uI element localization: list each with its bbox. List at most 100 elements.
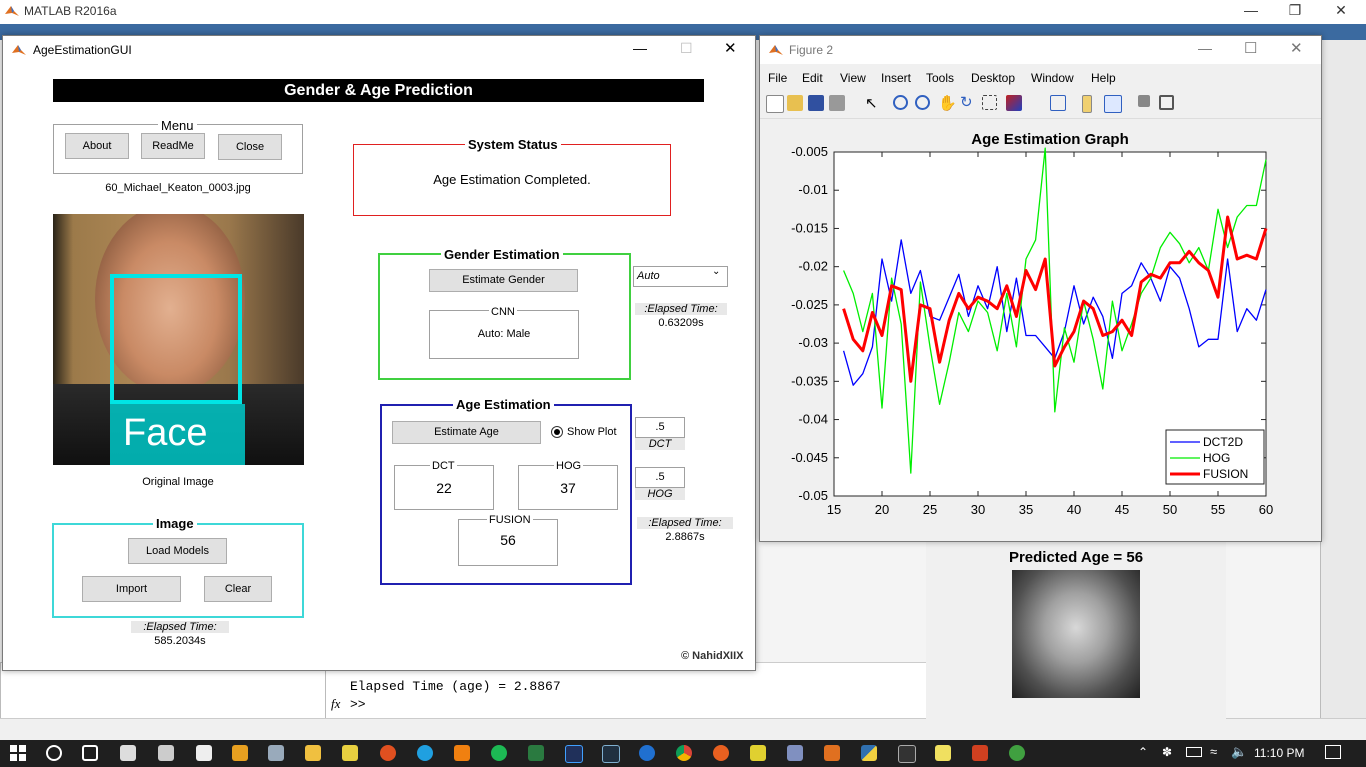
legend-icon[interactable] [1104,95,1122,113]
save-icon[interactable] [808,95,824,111]
menu-file[interactable]: File [768,71,788,85]
paint-icon[interactable] [268,745,284,761]
link-plot-icon[interactable] [1050,95,1066,111]
menu-insert[interactable]: Insert [881,71,912,85]
estimate-gender-button[interactable]: Estimate Gender [429,269,578,292]
media-player-icon[interactable] [232,745,248,761]
menu-desktop[interactable]: Desktop [971,71,1016,85]
zoom-out-icon[interactable] [915,95,930,110]
fx-icon[interactable]: fx [331,696,341,711]
menu-view[interactable]: View [840,71,866,85]
legend-label-hog: HOG [1203,451,1230,465]
firefox-icon[interactable] [713,745,729,761]
show-plot-radio[interactable] [551,426,563,438]
pan-icon[interactable]: ✋ [938,95,957,112]
hog-weight-input[interactable]: .5 [635,467,685,488]
pointer-icon[interactable]: ↖ [865,95,878,112]
fig-close-icon[interactable]: ✕ [1290,40,1303,57]
battery-icon[interactable] [1186,747,1202,757]
estimate-age-button[interactable]: Estimate Age [392,421,541,444]
command-window[interactable] [326,662,926,719]
powerpoint-icon[interactable] [972,745,988,761]
notifications-icon[interactable] [1325,745,1341,759]
gui-minimize-icon[interactable]: — [633,40,647,56]
fusion-label: FUSION [487,514,533,526]
windows-start-icon[interactable] [10,745,26,761]
file-explorer-icon[interactable] [305,745,321,761]
colorbar-icon[interactable] [1082,95,1092,113]
data-cursor-icon[interactable] [982,95,997,110]
network-icon[interactable]: ✽ [1162,745,1173,759]
chevron-down-icon[interactable]: ⌄ [712,266,721,277]
pycharm-icon[interactable] [898,745,916,763]
chart-title: Age Estimation Graph [971,131,1129,148]
fig-minimize-icon[interactable]: — [1198,40,1212,56]
about-button[interactable]: About [65,133,129,159]
calculator-icon[interactable] [158,745,174,761]
rotate-icon[interactable]: ↻ [960,94,973,111]
cnn-result-box [429,310,579,359]
chrome-icon[interactable] [676,745,692,761]
readme-button[interactable]: ReadMe [141,133,205,159]
y-tick-label: -0.01 [798,182,828,197]
menu-window[interactable]: Window [1031,71,1074,85]
workspace-panel [1320,40,1366,740]
open-file-icon[interactable] [787,95,803,111]
dct-result-box [394,465,494,510]
hide-plot-tools-icon[interactable] [1138,95,1150,107]
notes-icon[interactable] [342,745,358,761]
matlab-figure-icon [769,43,783,57]
taskbar-clock[interactable]: 11:10 PM [1254,746,1305,760]
vlc-icon[interactable] [454,745,470,761]
matlab-taskbar-icon[interactable] [824,745,840,761]
load-models-button[interactable]: Load Models [128,538,227,564]
python-icon[interactable] [861,745,877,761]
command-prompt[interactable]: >> [350,697,366,712]
spreadsheet-icon[interactable] [528,745,544,761]
lightroom-icon[interactable] [602,745,620,763]
show-plot-tools-icon[interactable] [1159,95,1174,110]
new-figure-icon[interactable] [766,95,784,113]
torch-icon[interactable] [750,745,766,761]
clear-button[interactable]: Clear [204,576,272,602]
sticky-notes-icon[interactable] [935,745,951,761]
y-tick-label: -0.015 [791,220,828,235]
fig-maximize-icon[interactable]: ☐ [1244,40,1258,57]
gender-estimation-label: Gender Estimation [441,247,563,262]
dct-weight-input[interactable]: .5 [635,417,685,438]
wifi-icon[interactable]: ≈ [1210,744,1218,759]
app-icon[interactable] [1009,745,1025,761]
banner-title: Gender & Age Prediction [53,79,704,102]
photoshop-icon[interactable] [565,745,583,763]
virtualbox-icon[interactable] [787,745,803,761]
y-tick-label: -0.02 [798,259,828,274]
task-view-icon[interactable] [82,745,98,761]
mail-icon[interactable] [196,745,212,761]
volume-icon[interactable]: 🔈 [1231,744,1248,759]
menu-tools[interactable]: Tools [926,71,955,85]
import-button[interactable]: Import [82,576,181,602]
store-icon[interactable] [120,745,136,761]
edge-icon[interactable] [639,745,655,761]
minimize-icon[interactable]: — [1244,2,1258,18]
print-icon[interactable] [829,95,845,111]
menu-help[interactable]: Help [1091,71,1116,85]
chevron-up-icon[interactable]: ⌃ [1138,745,1149,759]
gui-title: AgeEstimationGUI [33,43,132,57]
image-elapsed-label: :Elapsed Time: [131,621,229,633]
record-icon[interactable] [380,745,396,761]
menu-edit[interactable]: Edit [802,71,823,85]
search-icon[interactable] [46,745,62,761]
skype-icon[interactable] [417,745,433,761]
close-button[interactable]: Close [218,134,282,160]
gender-mode-dropdown[interactable] [633,266,728,287]
restore-icon[interactable]: ❐ [1288,2,1302,18]
gui-client-area: Gender & Age Prediction Menu About ReadM… [3,64,755,670]
matlab-titlebar [0,0,1366,24]
close-icon[interactable]: ✕ [1335,2,1347,18]
brush-icon[interactable] [1006,95,1022,111]
spotify-icon[interactable] [491,745,507,761]
gui-close-icon[interactable]: ✕ [724,40,737,57]
zoom-in-icon[interactable] [893,95,908,110]
gender-elapsed-value: 0.63209s [658,317,704,329]
